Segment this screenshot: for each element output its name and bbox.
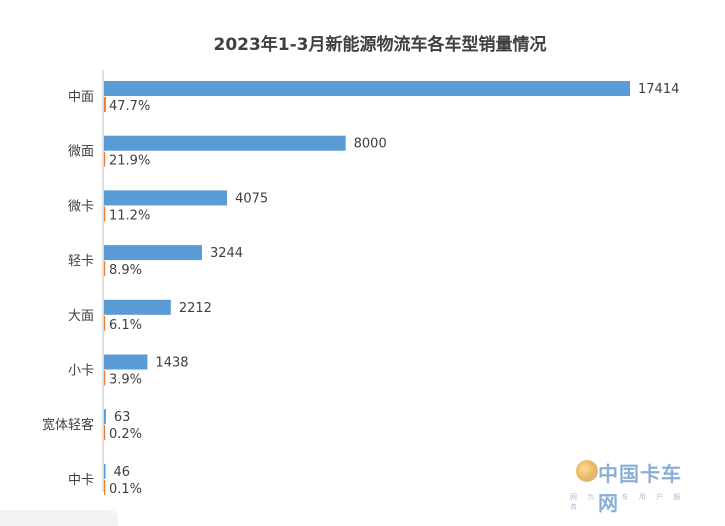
- sales-value-label: 17414: [638, 82, 679, 97]
- category-label: 轻卡: [68, 254, 94, 269]
- category-label: 宽体轻客: [42, 417, 94, 433]
- sales-bar: [104, 354, 148, 370]
- bottom-tab-shape: [0, 510, 118, 526]
- sales-bar: [104, 463, 106, 479]
- share-bar: [104, 97, 106, 112]
- sales-value-label: 63: [114, 410, 131, 425]
- share-value-label: 0.1%: [109, 482, 142, 497]
- sales-value-label: 2212: [179, 301, 212, 316]
- share-value-label: 6.1%: [109, 318, 142, 333]
- share-bar: [104, 315, 106, 331]
- category-label: 微卡: [68, 199, 94, 214]
- share-value-label: 0.2%: [109, 427, 142, 442]
- chart-title: 2023年1-3月新能源物流车各车型销量情况: [213, 35, 547, 55]
- sales-value-label: 8000: [354, 137, 387, 152]
- sales-bar: [104, 81, 630, 96]
- watermark-subtext: 网 为 卡 车 用 户 服 务: [570, 493, 685, 511]
- watermark-text: 中国卡车网: [598, 462, 682, 515]
- sales-bar: [104, 409, 106, 425]
- share-bar: [104, 206, 106, 222]
- watermark-logo-icon: [576, 460, 598, 482]
- share-bar: [104, 370, 106, 386]
- share-value-label: 47.7%: [109, 99, 150, 114]
- sales-bar: [104, 245, 202, 261]
- share-bar: [104, 479, 106, 495]
- sales-value-label: 1438: [155, 356, 188, 371]
- watermark: 中国卡车网 网 为 卡 车 用 户 服 务: [566, 456, 696, 515]
- sales-bar: [104, 135, 346, 151]
- category-label: 中卡: [68, 473, 94, 488]
- share-value-label: 8.9%: [109, 263, 142, 278]
- share-value-label: 3.9%: [109, 373, 142, 388]
- category-label: 中面: [68, 90, 94, 105]
- share-bar: [104, 425, 106, 441]
- share-value-label: 21.9%: [109, 154, 150, 169]
- sales-value-label: 3244: [210, 246, 243, 261]
- category-label: 微面: [68, 145, 94, 160]
- sales-value-label: 4075: [235, 191, 268, 206]
- category-label: 小卡: [68, 364, 94, 379]
- share-bar: [104, 261, 106, 277]
- sales-value-label: 46: [114, 465, 131, 480]
- sales-bar: [104, 299, 171, 315]
- sales-bar: [104, 190, 228, 206]
- share-value-label: 11.2%: [109, 208, 150, 223]
- category-label: 大面: [68, 309, 94, 324]
- share-bar: [104, 151, 106, 167]
